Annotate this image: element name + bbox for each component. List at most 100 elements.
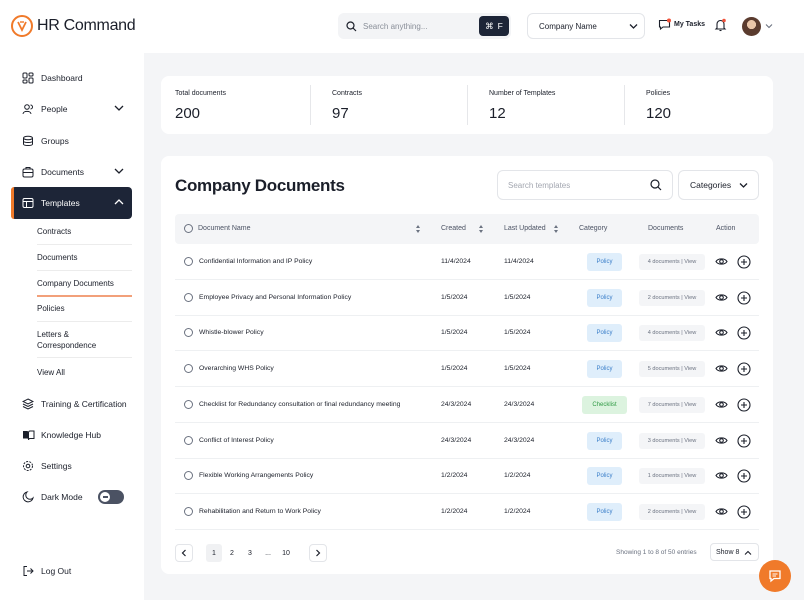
global-search-input[interactable]: Search anything... ⌘ F [338, 13, 511, 39]
row-checkbox[interactable] [184, 364, 193, 374]
command-key-icon: ⌘ [485, 20, 494, 31]
sidebar-item-label: Documents [41, 167, 84, 177]
add-button[interactable] [737, 398, 751, 417]
table-row[interactable]: Overarching WHS Policy 1/5/2024 1/5/2024 Po… [175, 351, 759, 388]
sidebar: HR Command Dashboard People Groups Docum… [0, 0, 144, 600]
add-button[interactable] [737, 505, 751, 524]
add-button[interactable] [737, 433, 751, 453]
company-select[interactable]: Company Name [527, 13, 645, 39]
page-2[interactable]: 2 [230, 549, 234, 557]
documents-count-link[interactable]: 2 documents | View [639, 503, 705, 520]
chat-button[interactable] [759, 560, 791, 592]
sidebar-item-training[interactable]: Training & Certification [11, 388, 132, 420]
add-circle-icon [737, 255, 751, 269]
sidebar-item-knowledge-hub[interactable]: Knowledge Hub [11, 419, 132, 451]
sub-item-contracts[interactable]: Contracts [37, 227, 72, 236]
page-10[interactable]: 10 [282, 549, 290, 557]
table-row[interactable]: Rehabilitation and Return to Work Policy… [175, 494, 759, 530]
view-button[interactable] [715, 326, 728, 344]
document-name[interactable]: Checklist for Redundancy consultation or… [199, 400, 401, 408]
row-checkbox[interactable] [184, 292, 193, 302]
view-button[interactable] [715, 291, 728, 309]
document-name[interactable]: Conflict of Interest Policy [199, 436, 274, 444]
app-logo[interactable]: HR Command [11, 15, 136, 37]
chevron-left-icon [181, 549, 186, 557]
sort-icon[interactable] [554, 225, 559, 233]
add-circle-icon [737, 505, 751, 519]
sidebar-item-settings[interactable]: Settings [11, 450, 132, 482]
sub-item-letters[interactable]: Letters & Correspondence [37, 330, 97, 350]
add-button[interactable] [737, 326, 751, 345]
view-button[interactable] [715, 505, 728, 523]
prev-page-button[interactable] [175, 544, 193, 562]
next-page-button[interactable] [309, 544, 327, 562]
sub-item-company-documents[interactable]: Company Documents [37, 279, 114, 288]
sub-item-view-all[interactable]: View All [37, 368, 65, 377]
sort-icon[interactable] [479, 225, 484, 233]
avatar[interactable] [742, 17, 761, 36]
add-button[interactable] [737, 362, 751, 381]
categories-dropdown[interactable]: Categories [678, 170, 759, 200]
sub-item-documents[interactable]: Documents [37, 253, 78, 262]
documents-count-link[interactable]: 5 documents | View [639, 361, 705, 378]
select-all-checkbox[interactable] [184, 224, 193, 233]
view-button[interactable] [715, 434, 728, 452]
row-checkbox[interactable] [184, 506, 193, 516]
row-checkbox[interactable] [184, 435, 193, 445]
document-name[interactable]: Overarching WHS Policy [199, 365, 274, 373]
document-name[interactable]: Whistle-blower Policy [199, 329, 264, 337]
row-checkbox[interactable] [184, 328, 193, 338]
chevron-right-icon [316, 549, 321, 557]
documents-count-link[interactable]: 1 documents | View [639, 468, 705, 485]
document-name[interactable]: Employee Privacy and Personal Informatio… [199, 293, 352, 301]
logout-label: Log Out [41, 566, 72, 576]
shortcut-badge: ⌘ F [479, 16, 509, 36]
document-name[interactable]: Confidential Information and IP Policy [199, 258, 313, 265]
document-name[interactable]: Flexible Working Arrangements Policy [199, 472, 314, 480]
documents-count-link[interactable]: 4 documents | View [639, 254, 705, 270]
row-checkbox[interactable] [184, 471, 193, 481]
document-name[interactable]: Rehabilitation and Return to Work Policy [199, 507, 321, 515]
table-row[interactable]: Conflict of Interest Policy 24/3/2024 24/3… [175, 423, 759, 459]
view-button[interactable] [715, 255, 728, 273]
page-1[interactable]: 1 [206, 544, 222, 562]
sidebar-item-label: Dark Mode [41, 492, 83, 502]
view-button[interactable] [715, 469, 728, 487]
column-created[interactable]: Created [441, 225, 466, 232]
table-row[interactable]: Checklist for Redundancy consultation or… [175, 387, 759, 423]
documents-count-link[interactable]: 7 documents | View [639, 396, 705, 413]
chevron-down-icon[interactable] [765, 23, 773, 29]
add-button[interactable] [737, 469, 751, 488]
add-button[interactable] [737, 255, 751, 274]
page-3[interactable]: 3 [248, 549, 252, 557]
sidebar-item-people[interactable]: People [11, 93, 132, 125]
dark-mode-toggle[interactable] [98, 490, 124, 504]
sort-icon[interactable] [416, 225, 421, 233]
view-button[interactable] [715, 398, 728, 416]
table-row[interactable]: Whistle-blower Policy 1/5/2024 1/5/2024 Pol… [175, 315, 759, 352]
updated-date: 24/3/2024 [504, 436, 535, 444]
documents-count-link[interactable]: 3 documents | View [639, 432, 705, 449]
add-button[interactable] [737, 291, 751, 310]
sidebar-item-templates[interactable]: Templates [11, 187, 132, 219]
notifications-button[interactable] [714, 18, 727, 37]
table-row[interactable]: Employee Privacy and Personal Informatio… [175, 280, 759, 316]
template-search-input[interactable]: Search templates [497, 170, 673, 200]
my-tasks-button[interactable]: My Tasks [658, 18, 705, 31]
sidebar-item-dashboard[interactable]: Dashboard [11, 62, 132, 94]
sub-item-policies[interactable]: Policies [37, 304, 65, 313]
column-category[interactable]: Category [579, 225, 607, 232]
row-checkbox[interactable] [184, 399, 193, 409]
column-last-updated[interactable]: Last Updated [504, 225, 546, 232]
page-size-select[interactable]: Show 8 [710, 543, 759, 561]
logout-button[interactable]: Log Out [11, 555, 132, 587]
documents-count-link[interactable]: 4 documents | View [639, 325, 705, 342]
sidebar-item-groups[interactable]: Groups [11, 125, 132, 157]
sidebar-item-documents[interactable]: Documents [11, 156, 132, 188]
row-checkbox[interactable] [184, 257, 193, 266]
table-row[interactable]: Flexible Working Arrangements Policy 1/2/… [175, 458, 759, 495]
view-button[interactable] [715, 362, 728, 380]
documents-count-link[interactable]: 2 documents | View [639, 289, 705, 306]
column-document-name[interactable]: Document Name [198, 225, 251, 232]
table-row[interactable]: Confidential Information and IP Policy 11… [175, 244, 759, 280]
